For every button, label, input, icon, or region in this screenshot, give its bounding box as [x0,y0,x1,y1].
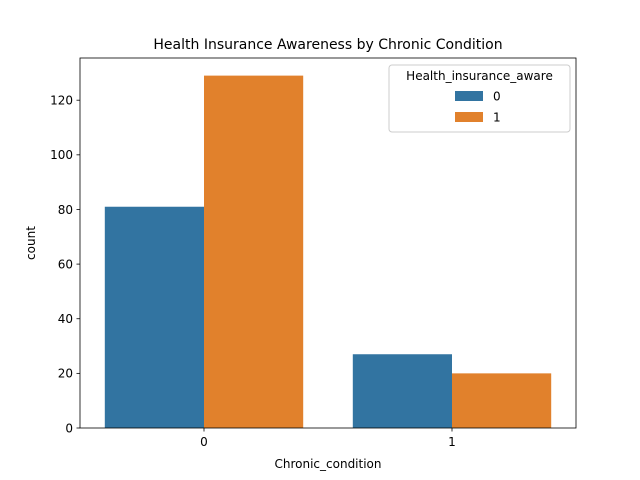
y-axis-label: count [24,226,38,260]
x-tick-label: 1 [448,435,456,449]
y-tick-label: 120 [50,94,73,108]
x-axis-label: Chronic_condition [274,457,381,471]
y-tick-label: 60 [58,257,73,271]
legend-items: 01 [455,90,501,125]
legend-swatch [455,91,483,101]
bar-condition-0-aware-1 [204,75,304,428]
bar-condition-0-aware-0 [104,206,204,428]
legend-swatch [455,112,483,122]
legend-label: 0 [493,90,501,104]
plot-frame [79,57,577,429]
y-tick-label: 0 [65,421,73,435]
y-tick-label: 20 [58,367,73,381]
y-axis: 0 20 40 60 80 100 120 [50,94,80,435]
y-tick-label: 80 [58,203,73,217]
bar-condition-1-aware-1 [452,373,552,428]
y-tick-label: 40 [58,312,73,326]
legend-label: 1 [493,111,501,125]
bar-condition-1-aware-0 [352,354,452,428]
bars-group [104,75,552,428]
y-tick-label: 100 [50,148,73,162]
legend-title: Health_insurance_aware [406,69,553,83]
chart-title: Health Insurance Awareness by Chronic Co… [153,37,502,53]
x-tick-label: 0 [200,435,208,449]
legend: Health_insurance_aware 01 [388,64,571,133]
